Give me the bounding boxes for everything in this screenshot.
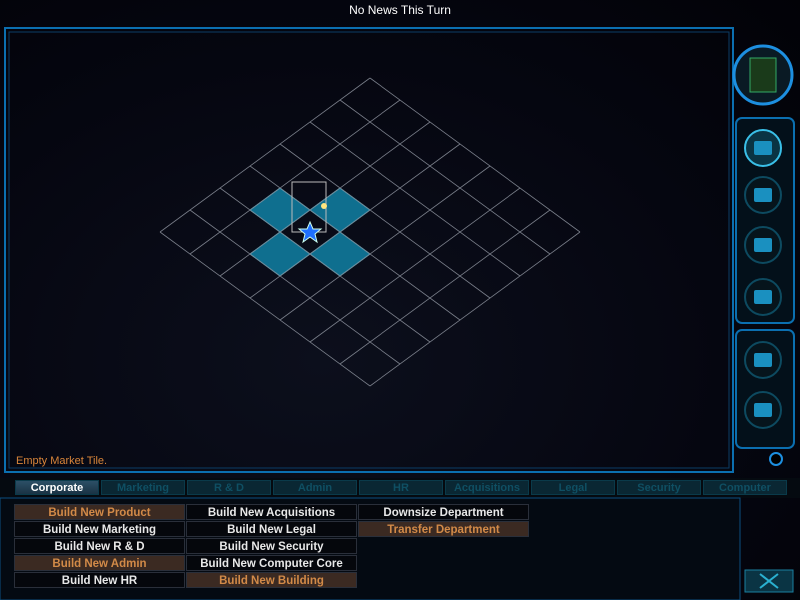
tab[interactable]: Corporate	[15, 480, 99, 495]
action-button[interactable]: Build New Acquisitions	[186, 504, 357, 520]
portrait-chip	[749, 57, 777, 93]
map-frame-inner	[8, 31, 730, 469]
owned-tile	[249, 231, 311, 277]
side-icon	[754, 238, 772, 252]
grid-line	[309, 187, 521, 343]
tab[interactable]: HR	[359, 480, 443, 495]
close-icon	[759, 573, 779, 589]
action-button[interactable]: Build New Product	[14, 504, 185, 520]
tab[interactable]: Security	[617, 480, 701, 495]
grid-line	[369, 231, 581, 387]
action-button[interactable]: Transfer Department	[358, 521, 529, 537]
owned-tile	[309, 231, 371, 277]
action-button[interactable]: Build New R & D	[14, 538, 185, 554]
side-icon	[754, 188, 772, 202]
action-button[interactable]: Downsize Department	[358, 504, 529, 520]
grid-line	[189, 99, 401, 255]
status-line: Empty Market Tile.	[16, 455, 108, 467]
tab[interactable]: Legal	[531, 480, 615, 495]
map-frame	[4, 27, 734, 473]
side-icon	[754, 141, 772, 155]
tab[interactable]: Admin	[273, 480, 357, 495]
action-button[interactable]: Build New Building	[186, 572, 357, 588]
action-button[interactable]: Build New Legal	[186, 521, 357, 537]
knob	[769, 452, 783, 466]
tab[interactable]: Marketing	[101, 480, 185, 495]
tab[interactable]: Computer	[703, 480, 787, 495]
tab[interactable]: R & D	[187, 480, 271, 495]
hq-star	[297, 220, 323, 244]
grid-line	[249, 165, 461, 321]
action-button[interactable]: Build New Marketing	[14, 521, 185, 537]
owned-tile	[309, 187, 371, 233]
side-icon	[754, 290, 772, 304]
news-line: No News This Turn	[349, 3, 451, 17]
grid-line	[219, 187, 431, 343]
grid-line	[159, 77, 371, 233]
owned-tile	[249, 187, 311, 233]
action-button[interactable]: Build New HR	[14, 572, 185, 588]
side-icon	[754, 353, 772, 367]
grid-line	[309, 121, 521, 277]
action-button[interactable]: Build New Admin	[14, 555, 185, 571]
grid-line	[279, 165, 491, 321]
action-button[interactable]: Build New Security	[186, 538, 357, 554]
grid-line	[219, 121, 431, 277]
action-button[interactable]: Build New Computer Core	[186, 555, 357, 571]
grid-line	[159, 231, 371, 387]
grid-line	[279, 143, 491, 299]
grid-line	[249, 143, 461, 299]
light	[321, 203, 327, 209]
tab[interactable]: Acquisitions	[445, 480, 529, 495]
grid-line	[189, 209, 401, 365]
grid-line	[369, 77, 581, 233]
grid-line	[339, 209, 551, 365]
side-panel	[735, 117, 795, 324]
side-icon	[754, 403, 772, 417]
grid-line	[339, 99, 551, 255]
